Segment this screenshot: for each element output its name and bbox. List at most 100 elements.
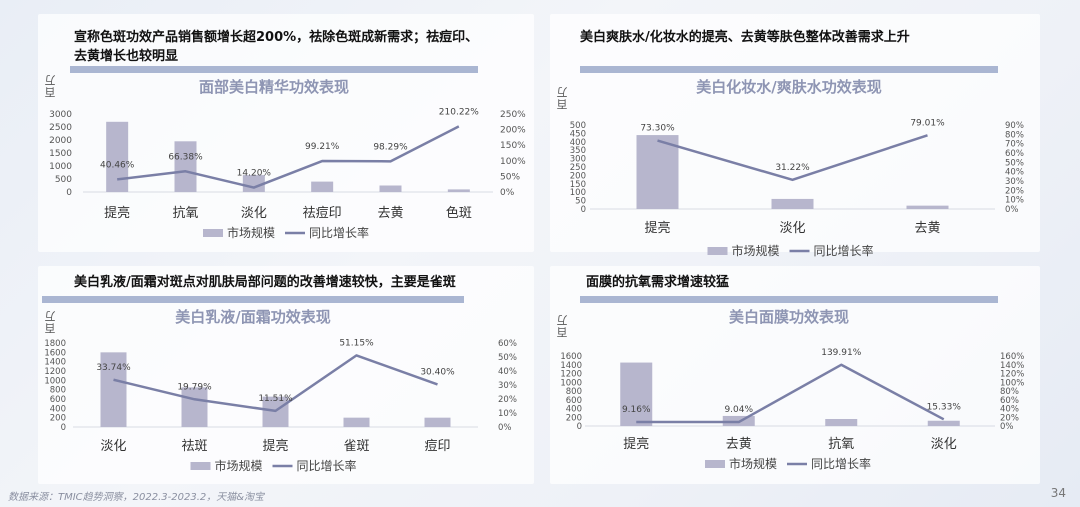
panel-mask: 面膜的抗氧需求增速较猛 美白面膜功效表现 百万 0 200 400 600 800 100… <box>550 266 1040 484</box>
heading-divider-bar <box>580 296 998 303</box>
y2-axis-tick: 10% <box>498 409 517 419</box>
y-axis-tick: 800 <box>50 386 66 396</box>
y2-axis-tick: 100% <box>500 157 526 167</box>
y-axis-tick: 1000 <box>44 376 66 386</box>
y2-axis-tick: 160% <box>1000 352 1024 362</box>
growth-data-label: 9.04% <box>724 405 753 415</box>
bar-market-size <box>906 205 949 209</box>
x-category-label: 淡化 <box>779 221 805 236</box>
growth-data-label: 99.21% <box>305 142 340 152</box>
x-category-label: 去黄 <box>726 437 752 452</box>
bar-market-size <box>927 420 960 426</box>
y2-axis-tick: 70% <box>1005 140 1024 150</box>
bar-market-size <box>636 135 679 209</box>
y-axis-tick: 300 <box>570 155 586 165</box>
bar-market-size <box>424 417 451 427</box>
x-category-label: 淡化 <box>241 206 267 221</box>
y-axis-tick: 600 <box>50 395 66 405</box>
panel-heading: 美白乳液/面霜对斑点对肌肤局部问题的改善增速较快，主要是雀斑 <box>74 273 524 292</box>
heading-divider-bar <box>580 66 998 73</box>
y-axis-tick: 800 <box>566 387 582 397</box>
panel-heading: 美白爽肤水/化妆水的提亮、去黄等肤色整体改善需求上升 <box>580 28 1030 47</box>
y-axis-tick: 400 <box>566 405 582 415</box>
x-category-label: 雀斑 <box>343 439 369 454</box>
heading-line-1: 美白爽肤水/化妆水的提亮、去黄等肤色整体改善需求上升 <box>580 30 910 45</box>
legend-line-label: 同比增长率 <box>297 458 357 473</box>
chart-legend: 市场规模 同比增长率 <box>705 456 871 471</box>
panel-heading: 宣称色斑功效产品销售额增长超200%，祛除色斑成新需求；祛痘印、 去黄增长也较明… <box>74 28 524 66</box>
growth-data-label: 14.20% <box>237 169 272 179</box>
bar-market-size <box>379 185 402 192</box>
bar-market-size <box>181 387 208 427</box>
legend-line-label: 同比增长率 <box>309 225 369 240</box>
y2-axis-tick: 20% <box>1005 186 1024 196</box>
y-axis-tick: 350 <box>570 146 586 156</box>
legend-bar-label: 市场规模 <box>215 458 263 473</box>
heading-line-1: 美白乳液/面霜对斑点对肌肤局部问题的改善增速较快，主要是雀斑 <box>74 275 456 290</box>
y-axis-tick: 200 <box>570 171 586 181</box>
bar-market-size <box>447 189 470 192</box>
bar-market-size <box>620 362 653 426</box>
y-axis-tick: 1200 <box>44 367 66 377</box>
bar-market-size <box>106 121 129 192</box>
x-category-label: 色斑 <box>446 205 472 221</box>
x-category-label: 去黄 <box>377 206 403 221</box>
y-axis-tick: 150 <box>570 180 586 190</box>
y-axis-tick: 2000 <box>49 136 72 146</box>
y-axis-tick: 3000 <box>49 110 72 120</box>
growth-data-label: 31.22% <box>775 163 810 173</box>
y-axis-tick: 400 <box>50 404 66 414</box>
x-category-label: 痘印 <box>424 439 450 454</box>
y2-axis-tick: 60% <box>498 339 517 349</box>
bar-market-size <box>771 198 814 209</box>
growth-data-label: 40.46% <box>100 160 135 170</box>
growth-data-label: 51.15% <box>339 338 374 348</box>
growth-data-label: 210.22% <box>439 107 479 117</box>
chart-legend: 市场规模 同比增长率 <box>707 243 874 258</box>
y2-axis-tick: 30% <box>498 381 517 391</box>
x-category-label: 抗氧 <box>172 206 198 221</box>
growth-data-label: 15.33% <box>927 402 962 412</box>
bar-market-size <box>242 175 265 192</box>
y-axis-tick: 0 <box>581 205 586 215</box>
panel-lotion: 美白乳液/面霜对斑点对肌肤局部问题的改善增速较快，主要是雀斑 美白乳液/面霜功效… <box>38 266 534 484</box>
legend-bar-swatch <box>705 460 725 468</box>
bar-market-size <box>311 181 334 192</box>
x-category-label: 淡化 <box>931 437 957 452</box>
growth-data-label: 139.91% <box>821 348 861 358</box>
line-yoy-growth <box>657 134 928 182</box>
y-axis-tick: 500 <box>570 121 586 131</box>
y2-axis-tick: 0% <box>498 423 512 433</box>
legend-bar-label: 市场规模 <box>729 456 777 471</box>
y2-axis-tick: 60% <box>1000 396 1019 406</box>
x-category-label: 提亮 <box>104 205 130 221</box>
legend-line-label: 同比增长率 <box>811 456 871 471</box>
legend-bar-swatch <box>707 247 728 255</box>
growth-data-label: 73.30% <box>640 124 675 134</box>
x-category-label: 提亮 <box>623 436 649 452</box>
y-axis-tick: 1000 <box>49 162 72 172</box>
growth-data-label: 66.38% <box>168 152 203 162</box>
bar-market-size <box>174 141 197 192</box>
y2-axis-tick: 120% <box>1000 370 1024 380</box>
x-category-label: 去黄 <box>914 221 940 236</box>
y2-axis-tick: 90% <box>1005 121 1024 131</box>
growth-data-label: 11.51% <box>258 394 293 404</box>
panel-heading: 面膜的抗氧需求增速较猛 <box>586 273 1026 292</box>
chart-legend: 市场规模 同比增长率 <box>203 225 369 240</box>
y2-axis-tick: 40% <box>1005 168 1024 178</box>
y-axis-tick: 1200 <box>560 370 582 380</box>
y2-axis-tick: 0% <box>1005 205 1019 215</box>
y2-axis-tick: 200% <box>500 126 526 136</box>
chart-legend: 市场规模 同比增长率 <box>190 458 357 473</box>
y2-axis-tick: 50% <box>498 353 517 363</box>
y2-axis-tick: 80% <box>1000 387 1019 397</box>
heading-divider-bar <box>70 66 478 73</box>
legend-line-label: 同比增长率 <box>814 243 874 258</box>
y-axis-tick: 100 <box>570 188 586 198</box>
chart-title: 美白化妆水/爽肤水功效表现 <box>696 78 882 96</box>
y-axis-tick: 2500 <box>49 123 72 133</box>
y2-axis-tick: 80% <box>1005 130 1024 140</box>
line-yoy-growth <box>117 125 460 189</box>
